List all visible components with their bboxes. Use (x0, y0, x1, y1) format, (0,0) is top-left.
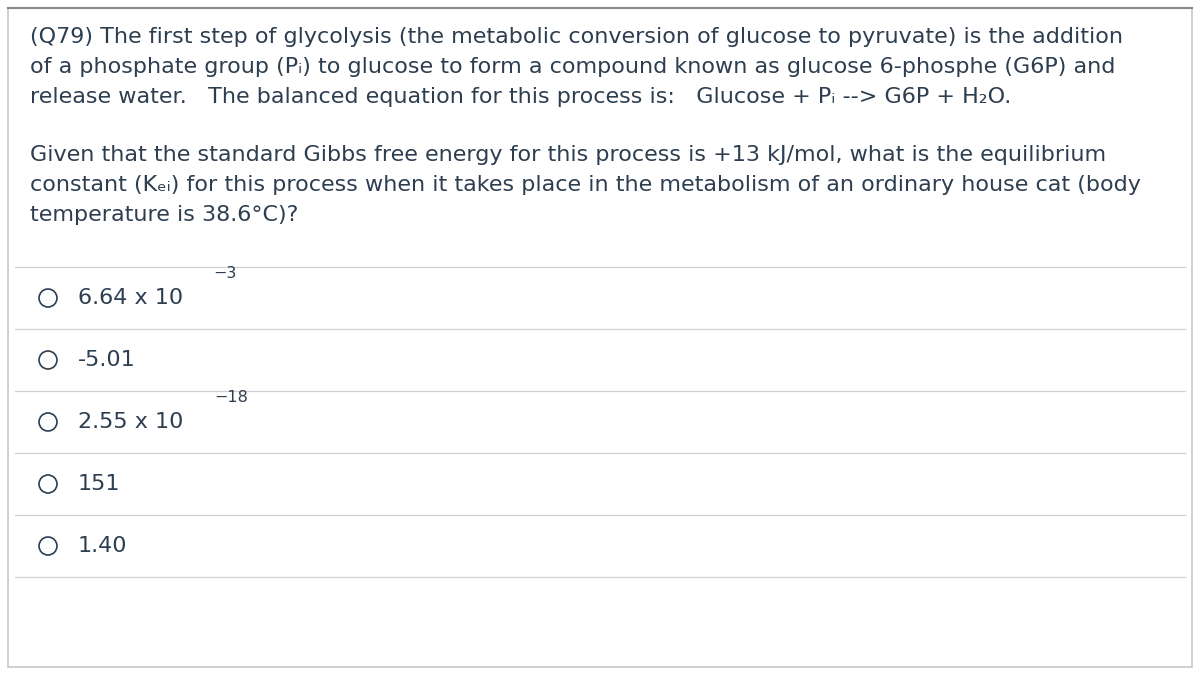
Text: −3: −3 (214, 266, 238, 281)
Text: constant (Kₑᵢ) for this process when it takes place in the metabolism of an ordi: constant (Kₑᵢ) for this process when it … (30, 175, 1141, 195)
Text: (Q79) The first step of glycolysis (the metabolic conversion of glucose to pyruv: (Q79) The first step of glycolysis (the … (30, 27, 1123, 47)
Text: 2.55 x 10: 2.55 x 10 (78, 412, 184, 432)
Text: of a phosphate group (Pᵢ) to glucose to form a compound known as glucose 6-phosp: of a phosphate group (Pᵢ) to glucose to … (30, 57, 1115, 77)
Text: 1.40: 1.40 (78, 536, 127, 556)
Text: 151: 151 (78, 474, 120, 494)
Text: temperature is 38.6°C)?: temperature is 38.6°C)? (30, 205, 299, 225)
Text: Given that the standard Gibbs free energy for this process is +13 kJ/mol, what i: Given that the standard Gibbs free energ… (30, 145, 1106, 165)
Text: -5.01: -5.01 (78, 350, 136, 370)
Text: 6.64 x 10: 6.64 x 10 (78, 288, 184, 308)
Text: release water.   The balanced equation for this process is:   Glucose + Pᵢ --> G: release water. The balanced equation for… (30, 87, 1012, 107)
Text: −18: −18 (214, 390, 248, 405)
